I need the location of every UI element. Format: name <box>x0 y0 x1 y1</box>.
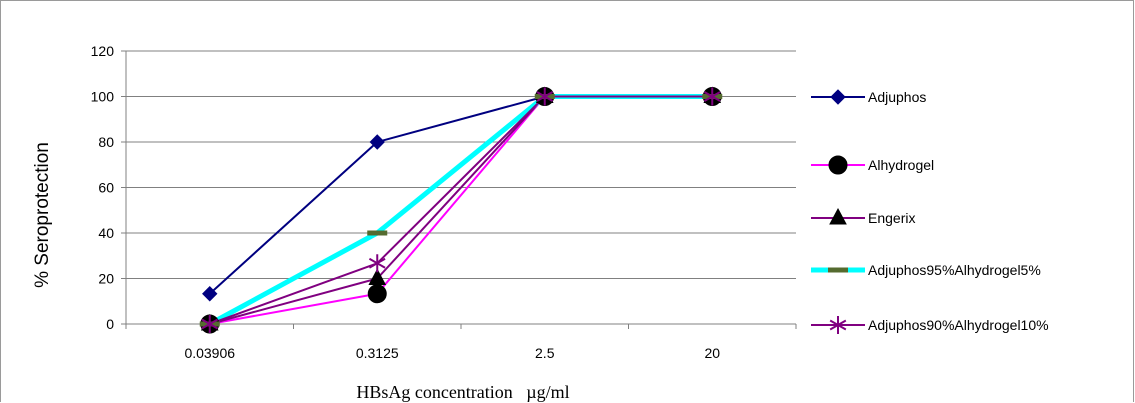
data-point <box>368 268 387 285</box>
data-point <box>367 284 387 304</box>
x-axis-label: HBsAg concentration µg/ml <box>356 382 569 402</box>
legend-label: Engerix <box>868 210 915 226</box>
axes <box>121 50 797 329</box>
x-tick-label: 20 <box>704 345 720 361</box>
y-tick-label: 80 <box>98 134 114 150</box>
x-tick-label: 0.3125 <box>356 345 399 361</box>
legend-marker <box>828 267 848 273</box>
y-tick-label: 40 <box>98 225 114 241</box>
legend-label: Alhydrogel <box>868 157 934 173</box>
series-line-5 <box>209 95 713 325</box>
data-point <box>368 254 386 273</box>
series-lines <box>208 94 713 327</box>
series-line-2 <box>209 95 713 325</box>
y-tick-label: 0 <box>106 316 114 332</box>
legend-item: Adjuphos95%Alhydrogel5% <box>811 262 1041 278</box>
legend-item: Engerix <box>811 207 915 226</box>
y-tick-label: 20 <box>98 271 114 287</box>
series-markers <box>199 86 723 334</box>
data-point <box>703 87 721 106</box>
legend-marker <box>830 89 846 105</box>
tick-labels: 0 20 40 60 80 100 120 0.03906 0.3125 2.5 20 <box>91 43 721 361</box>
x-tick-label: 2.5 <box>535 345 555 361</box>
legend: Adjuphos Alhydrogel Engerix Adjuphos95%Alhy… <box>811 89 1049 334</box>
legend-marker <box>829 316 847 334</box>
data-point <box>202 286 218 302</box>
legend-marker <box>828 155 848 175</box>
y-axis-label: % Seroprotection <box>32 142 53 288</box>
series-line-4 <box>208 94 713 327</box>
data-point <box>201 315 219 333</box>
x-tick-label: 0.03906 <box>184 345 235 361</box>
legend-marker <box>829 207 847 225</box>
legend-label: Adjuphos <box>868 89 926 105</box>
data-point <box>536 87 554 106</box>
series-line-3 <box>209 95 713 325</box>
y-tick-label: 100 <box>91 89 115 105</box>
legend-item: Alhydrogel <box>811 155 934 175</box>
legend-label: Adjuphos90%Alhydrogel10% <box>868 317 1049 333</box>
legend-item: Adjuphos90%Alhydrogel10% <box>811 316 1049 334</box>
legend-item: Adjuphos <box>811 89 926 105</box>
y-tick-label: 60 <box>98 180 114 196</box>
y-tick-label: 120 <box>91 43 115 59</box>
data-point <box>369 134 385 150</box>
data-point <box>367 230 388 236</box>
legend-label: Adjuphos95%Alhydrogel5% <box>868 262 1041 278</box>
